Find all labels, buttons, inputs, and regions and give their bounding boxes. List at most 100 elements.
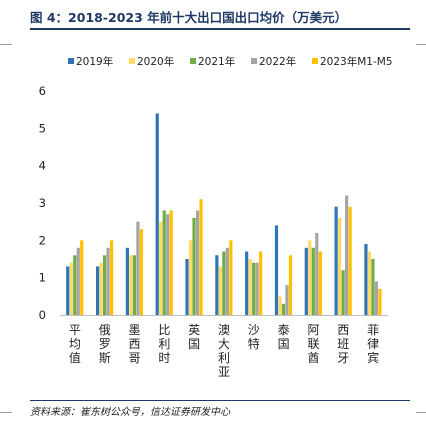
x-tick-label: 西 bbox=[337, 323, 349, 337]
bar bbox=[245, 251, 249, 315]
x-tick-label: 俄 bbox=[99, 323, 111, 337]
bar bbox=[195, 210, 200, 315]
title-rule bbox=[30, 28, 410, 30]
bar bbox=[169, 210, 173, 315]
bar bbox=[162, 210, 166, 315]
bar bbox=[215, 255, 219, 315]
bar bbox=[125, 247, 129, 315]
x-tick-label: 阿 bbox=[307, 323, 319, 337]
bar bbox=[338, 217, 342, 315]
source-note: 资料来源：崔东树公众号，信达证券研发中心 bbox=[30, 407, 230, 418]
bar bbox=[334, 206, 338, 315]
legend-item: 2023年M1-M5 bbox=[312, 54, 393, 70]
margin-mark bbox=[0, 412, 12, 413]
bar bbox=[132, 255, 136, 315]
bar bbox=[109, 240, 114, 315]
y-tick-label: 6 bbox=[39, 84, 46, 98]
legend-swatch bbox=[251, 58, 257, 64]
bar bbox=[73, 255, 77, 315]
bar bbox=[318, 251, 322, 315]
bar bbox=[274, 225, 279, 315]
bar bbox=[364, 244, 368, 315]
legend-item: 2022年 bbox=[251, 54, 296, 70]
margin-mark bbox=[0, 44, 12, 45]
bar bbox=[222, 251, 226, 315]
x-tick-label: 律 bbox=[367, 337, 379, 351]
x-tick-label: 均 bbox=[69, 337, 81, 351]
legend-swatch bbox=[190, 58, 196, 64]
bar bbox=[252, 262, 256, 315]
bar bbox=[76, 247, 80, 315]
bar bbox=[308, 240, 312, 315]
x-tick-label: 菲 bbox=[367, 323, 379, 337]
bar bbox=[188, 240, 193, 315]
bar bbox=[192, 217, 196, 315]
x-tick-label: 班 bbox=[337, 337, 349, 351]
x-tick-label: 比 bbox=[158, 323, 170, 337]
margin-mark bbox=[416, 44, 426, 45]
legend-swatch bbox=[68, 58, 74, 64]
x-tick-label: 泰 bbox=[278, 323, 290, 337]
x-tick-label: 墨 bbox=[129, 323, 141, 337]
x-tick-label: 沙 bbox=[248, 323, 260, 337]
bar bbox=[367, 251, 372, 315]
bar bbox=[218, 266, 222, 315]
bar bbox=[255, 262, 259, 315]
x-tick-label: 英 bbox=[188, 323, 200, 337]
source-rule bbox=[30, 400, 410, 401]
bar bbox=[166, 214, 170, 315]
bar bbox=[288, 255, 293, 315]
bar bbox=[259, 251, 263, 315]
bar bbox=[229, 240, 233, 315]
bar bbox=[281, 303, 286, 315]
legend-label: 2020年 bbox=[137, 56, 175, 68]
x-tick-label: 斯 bbox=[99, 351, 111, 365]
x-tick-label: 利 bbox=[158, 337, 170, 351]
legend-item: 2019年 bbox=[68, 54, 113, 70]
bar bbox=[345, 195, 349, 315]
bar bbox=[348, 206, 352, 315]
legend-label: 2023年M1-M5 bbox=[320, 56, 393, 68]
bar bbox=[106, 247, 110, 315]
x-tick-label: 罗 bbox=[99, 337, 111, 351]
bar bbox=[155, 113, 159, 316]
y-tick-label: 1 bbox=[39, 271, 46, 285]
x-tick-label: 联 bbox=[307, 337, 319, 351]
bar bbox=[311, 247, 315, 315]
x-tick-label: 国 bbox=[188, 337, 200, 351]
bar bbox=[341, 270, 345, 315]
bar bbox=[285, 285, 289, 315]
x-tick-label: 宾 bbox=[367, 350, 379, 365]
y-tick-label: 0 bbox=[39, 308, 46, 322]
legend-label: 2021年 bbox=[198, 56, 236, 68]
x-tick-label: 国 bbox=[278, 337, 290, 351]
bar bbox=[136, 221, 140, 315]
bar bbox=[371, 259, 375, 315]
x-tick-label: 值 bbox=[69, 350, 81, 365]
legend-label: 2019年 bbox=[76, 56, 114, 68]
figure-title: 图 4：2018-2023 年前十大出口国出口均价（万美元） bbox=[30, 10, 348, 25]
legend: 2019年 2020年 2021年 2022年 2023年M1-M5 bbox=[68, 54, 413, 70]
x-tick-label: 牙 bbox=[337, 351, 349, 365]
x-tick-label: 酋 bbox=[307, 350, 319, 365]
bar bbox=[95, 266, 100, 315]
x-tick-label: 亚 bbox=[218, 365, 230, 379]
legend-label: 2022年 bbox=[259, 56, 297, 68]
bar bbox=[374, 281, 379, 315]
bar bbox=[199, 199, 203, 315]
bar bbox=[159, 221, 163, 315]
margin-mark bbox=[416, 412, 426, 413]
x-tick-label: 大 bbox=[218, 337, 230, 351]
bar bbox=[185, 259, 189, 315]
bar bbox=[66, 266, 70, 315]
bar bbox=[80, 240, 84, 315]
y-tick-label: 5 bbox=[39, 121, 46, 135]
y-tick-label: 3 bbox=[39, 196, 46, 210]
bar bbox=[99, 262, 103, 315]
y-tick-label: 4 bbox=[39, 159, 46, 173]
legend-item: 2020年 bbox=[129, 54, 174, 70]
bar bbox=[304, 247, 308, 315]
bar bbox=[129, 255, 133, 315]
bar bbox=[69, 262, 73, 315]
